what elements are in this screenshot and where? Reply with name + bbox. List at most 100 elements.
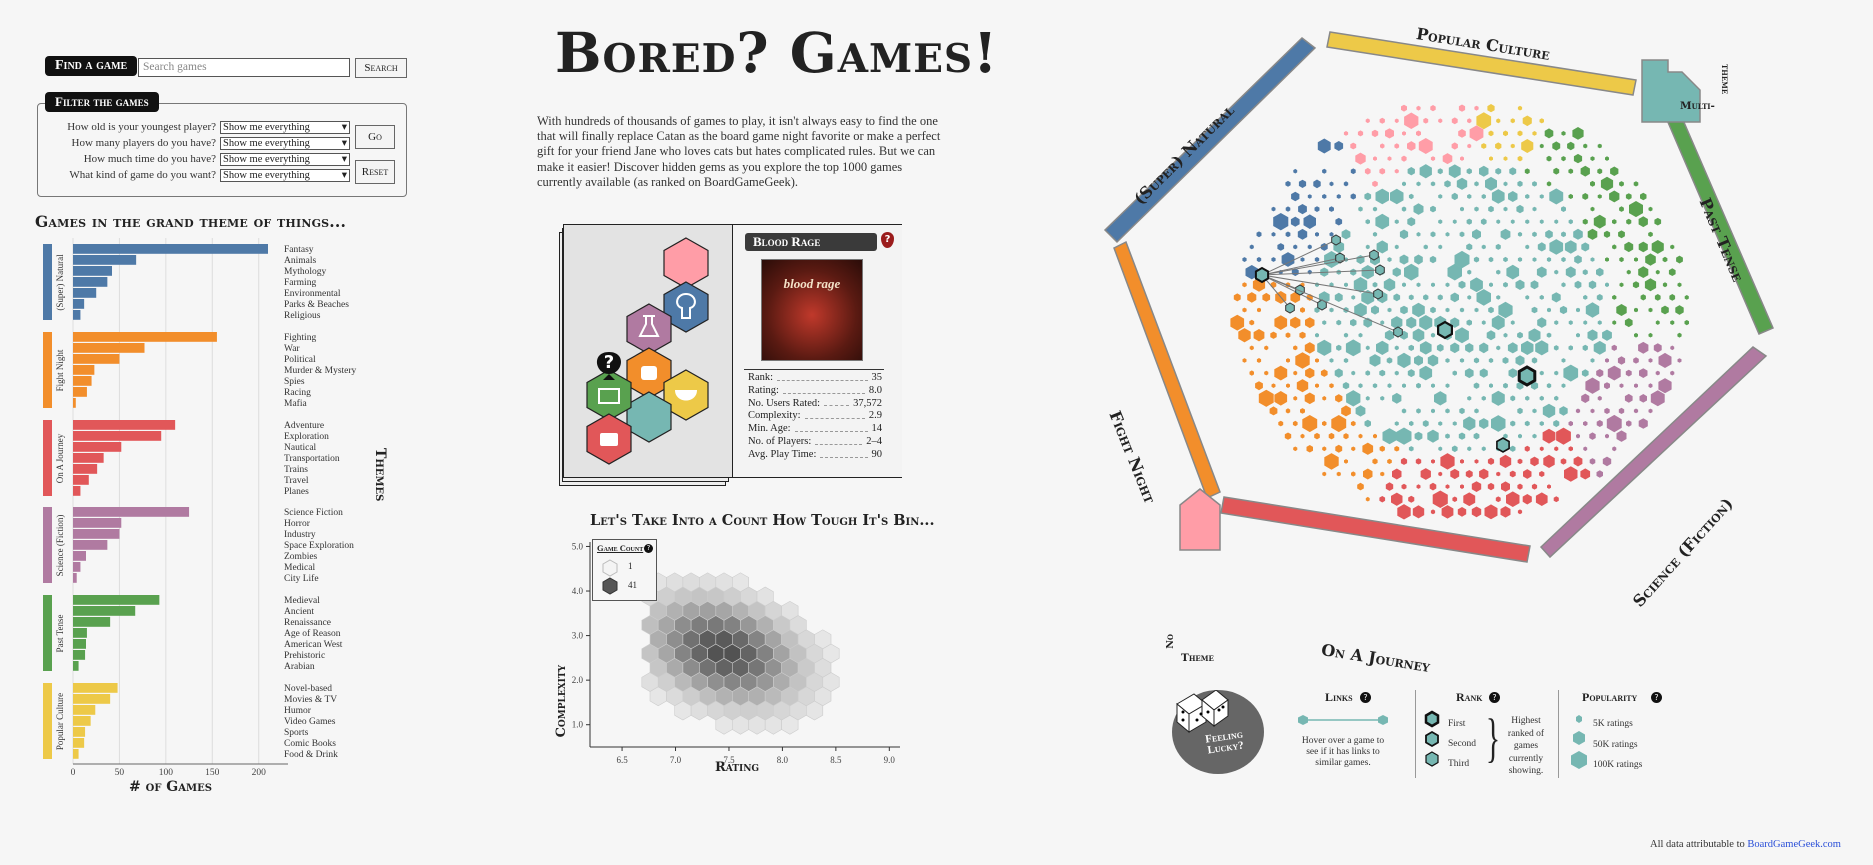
time-select[interactable]: Show me everything ▾ bbox=[220, 152, 350, 166]
reset-button[interactable]: Reset bbox=[355, 160, 395, 184]
game-hex bbox=[1658, 378, 1672, 394]
game-hex bbox=[1400, 457, 1408, 465]
game-hex bbox=[1376, 240, 1388, 254]
bar bbox=[73, 244, 268, 254]
game-hex bbox=[1476, 289, 1491, 306]
game-hex bbox=[1516, 204, 1524, 214]
game-hex bbox=[1605, 257, 1609, 262]
game-hex bbox=[1438, 118, 1443, 124]
game-hex bbox=[1645, 253, 1656, 266]
help-icon[interactable]: ? bbox=[1489, 692, 1500, 703]
category-label: Renaissance bbox=[284, 618, 331, 628]
game-hex bbox=[1517, 130, 1523, 137]
game-hex bbox=[1315, 332, 1319, 338]
game-hex bbox=[1273, 213, 1289, 231]
category-label: Political bbox=[284, 355, 316, 365]
game-hex bbox=[1402, 383, 1406, 388]
game-hex bbox=[1416, 484, 1421, 489]
game-hex bbox=[1658, 352, 1672, 368]
game-hex bbox=[1292, 420, 1298, 427]
game-hex bbox=[1336, 319, 1342, 326]
bar bbox=[73, 518, 122, 528]
search-button[interactable]: Search bbox=[355, 58, 407, 78]
feeling-lucky-button[interactable]: Feeling Lucky? bbox=[1172, 690, 1264, 774]
game-hex bbox=[1600, 176, 1614, 191]
game-hex bbox=[1344, 459, 1348, 464]
time-select-value: Show me everything bbox=[223, 153, 310, 165]
game-hex bbox=[1503, 332, 1508, 338]
go-button[interactable]: Go bbox=[355, 125, 395, 149]
game-hex bbox=[1341, 229, 1351, 240]
game-hex bbox=[1539, 294, 1544, 300]
hexbin-cell bbox=[732, 572, 749, 593]
game-hex bbox=[1407, 141, 1416, 151]
game-hex bbox=[1471, 506, 1482, 518]
game-hex bbox=[1597, 194, 1602, 199]
game-hex bbox=[1414, 355, 1423, 366]
footer-link[interactable]: BoardGameGeek.com bbox=[1747, 839, 1841, 850]
game-hex bbox=[1401, 483, 1407, 490]
game-hex bbox=[1295, 352, 1310, 369]
ranked-game-hex bbox=[1496, 437, 1510, 453]
filter-label-players: How many players do you have? bbox=[71, 137, 217, 149]
game-hex bbox=[1525, 244, 1530, 250]
game-hex bbox=[1561, 206, 1566, 212]
kind-select[interactable]: Show me everything ▾ bbox=[220, 168, 350, 182]
game-hex bbox=[1329, 181, 1334, 187]
players-select[interactable]: Show me everything ▾ bbox=[220, 136, 350, 150]
find-game-button[interactable]: Find a game bbox=[45, 56, 138, 76]
game-hex bbox=[1581, 393, 1590, 403]
game-hex bbox=[1467, 396, 1472, 401]
game-hex bbox=[1629, 201, 1643, 218]
game-hex bbox=[1479, 368, 1488, 378]
game-hex bbox=[1619, 206, 1624, 212]
help-icon[interactable]: ? bbox=[1651, 692, 1662, 703]
game-hex bbox=[1496, 471, 1501, 477]
game-hex bbox=[1296, 379, 1309, 393]
game-hex bbox=[1233, 293, 1241, 302]
game-hex bbox=[1539, 118, 1544, 124]
game-hex bbox=[1590, 358, 1595, 363]
game-hex bbox=[1502, 357, 1509, 364]
game-hex bbox=[1479, 418, 1489, 429]
game-hex bbox=[1380, 471, 1385, 477]
game-hex bbox=[1452, 496, 1458, 502]
game-hex bbox=[1648, 383, 1653, 388]
game-hex bbox=[1583, 320, 1588, 325]
linked-game-hex bbox=[1331, 234, 1341, 246]
hexbin-y-label: Complexity bbox=[554, 665, 569, 738]
age-select[interactable]: Show me everything ▾ bbox=[220, 120, 350, 134]
hexbin-y-tick: 5.0 bbox=[572, 541, 584, 551]
game-hex bbox=[1284, 432, 1292, 440]
game-hex bbox=[1561, 156, 1566, 162]
game-hex bbox=[1655, 370, 1660, 376]
game-hex bbox=[1530, 280, 1539, 290]
game-hex bbox=[1585, 302, 1600, 318]
game-hex bbox=[1434, 391, 1447, 406]
help-pin-icon[interactable]: ? bbox=[881, 232, 894, 248]
hexbin-y-tick: 4.0 bbox=[572, 586, 584, 596]
hexbin-legend-swatches bbox=[602, 559, 618, 595]
game-hex bbox=[1576, 332, 1580, 338]
category-label: Movies & TV bbox=[284, 695, 337, 705]
group-label: On A Journey bbox=[55, 433, 65, 483]
help-icon[interactable]: ? bbox=[644, 544, 653, 553]
footer: All data attributable to BoardGameGeek.c… bbox=[1650, 839, 1841, 850]
group-label: Past Tense bbox=[55, 615, 65, 653]
game-hex bbox=[1473, 432, 1480, 440]
dice-icon bbox=[1176, 690, 1229, 734]
game-hex bbox=[1481, 194, 1486, 199]
hexbin-x-tick: 6.5 bbox=[616, 755, 628, 765]
game-hex bbox=[1496, 345, 1501, 351]
game-hex bbox=[1507, 342, 1518, 354]
game-hex bbox=[1336, 194, 1341, 199]
game-hex bbox=[1423, 294, 1429, 301]
game-hex bbox=[1430, 105, 1436, 112]
game-hex bbox=[1633, 408, 1639, 414]
kind-select-value: Show me everything bbox=[223, 169, 310, 181]
search-input[interactable]: Search games bbox=[138, 58, 350, 77]
game-hex bbox=[1568, 219, 1573, 225]
game-hex bbox=[1334, 368, 1343, 378]
game-hex bbox=[1400, 305, 1408, 315]
help-icon[interactable]: ? bbox=[1360, 692, 1371, 703]
